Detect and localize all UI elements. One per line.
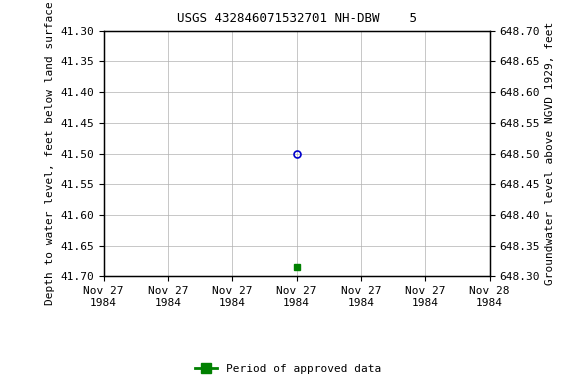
Y-axis label: Depth to water level, feet below land surface: Depth to water level, feet below land su… <box>45 2 55 306</box>
Legend: Period of approved data: Period of approved data <box>191 359 385 379</box>
Title: USGS 432846071532701 NH-DBW    5: USGS 432846071532701 NH-DBW 5 <box>177 12 416 25</box>
Y-axis label: Groundwater level above NGVD 1929, feet: Groundwater level above NGVD 1929, feet <box>545 22 555 285</box>
